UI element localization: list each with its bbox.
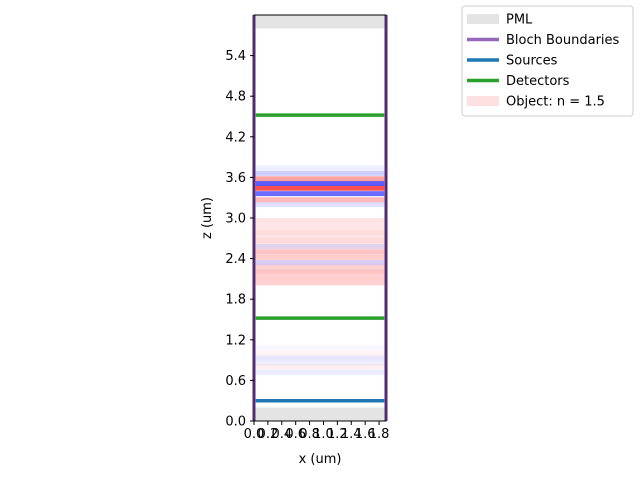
x-tick-label: 0.4: [271, 427, 292, 442]
y-tick-label: 2.4: [225, 252, 246, 267]
legend-box: [461, 5, 634, 117]
field-band: [254, 180, 386, 186]
field-band: [254, 279, 386, 285]
y-tick-label: 1.8: [225, 293, 246, 308]
legend-label: Detectors: [506, 74, 570, 89]
y-tick-label: 3.0: [225, 212, 246, 227]
legend-label: Sources: [506, 54, 558, 69]
field-band: [254, 243, 386, 249]
y-tick-label: 0.0: [225, 415, 246, 430]
legend: PML Bloch Boundaries Sources Detectors Objec…: [461, 5, 634, 117]
y-axis-label: z (um): [200, 197, 215, 239]
y-tick-label: 1.2: [225, 333, 246, 348]
field-band: [254, 197, 386, 203]
x-tick-label: 1.8: [369, 427, 390, 442]
y-tick-label: 5.4: [225, 49, 246, 64]
x-tick-label: 1.6: [355, 427, 376, 442]
pml-region: [254, 15, 386, 29]
x-axis-label: x (um): [299, 452, 342, 467]
legend-label: Object: n = 1.5: [506, 95, 605, 110]
field-band: [254, 369, 386, 375]
field-band: [254, 360, 386, 366]
pml-regions: [254, 15, 386, 421]
legend-swatch: [467, 96, 499, 106]
field-band: [254, 249, 386, 255]
field-band: [254, 230, 386, 236]
x-tick-label: 0.6: [285, 427, 306, 442]
y-tick-label: 4.2: [225, 130, 246, 145]
field-band: [254, 275, 386, 281]
field-band: [254, 185, 386, 191]
field-band: [254, 165, 386, 171]
field-band: [254, 170, 386, 176]
y-axis-ticks: 0.0 0.6 1.2 1.8 2.4 3.0 3.6 4.2 4.8 5.4: [225, 49, 254, 430]
field-band: [254, 176, 386, 182]
legend-swatch: [467, 14, 499, 24]
field-band: [254, 364, 386, 370]
x-tick-label: 0.8: [299, 427, 320, 442]
y-tick-label: 4.8: [225, 90, 246, 105]
field-band: [254, 237, 386, 243]
x-axis-ticks: 0.00.20.40.60.81.01.21.41.61.8: [244, 421, 390, 442]
legend-label: Bloch Boundaries: [506, 33, 620, 48]
y-tick-label: 3.6: [225, 171, 246, 186]
x-tick-label: 1.2: [327, 427, 348, 442]
x-tick-label: 0.0: [244, 427, 265, 442]
field-band: [254, 350, 386, 356]
pml-region: [254, 407, 386, 421]
field-bands: [254, 165, 386, 375]
field-band: [254, 254, 386, 260]
object-region: [254, 218, 386, 286]
field-band: [254, 345, 386, 351]
x-tick-label: 1.4: [341, 427, 362, 442]
field-band: [254, 260, 386, 266]
field-band: [254, 191, 386, 197]
field-band: [254, 201, 386, 207]
x-tick-label: 0.2: [258, 427, 279, 442]
field-band: [254, 269, 386, 275]
object-rect: [254, 218, 386, 286]
y-tick-label: 0.6: [225, 374, 246, 389]
field-band: [254, 264, 386, 270]
field-band: [254, 355, 386, 361]
x-tick-label: 1.0: [313, 427, 334, 442]
legend-label: PML: [506, 13, 533, 28]
